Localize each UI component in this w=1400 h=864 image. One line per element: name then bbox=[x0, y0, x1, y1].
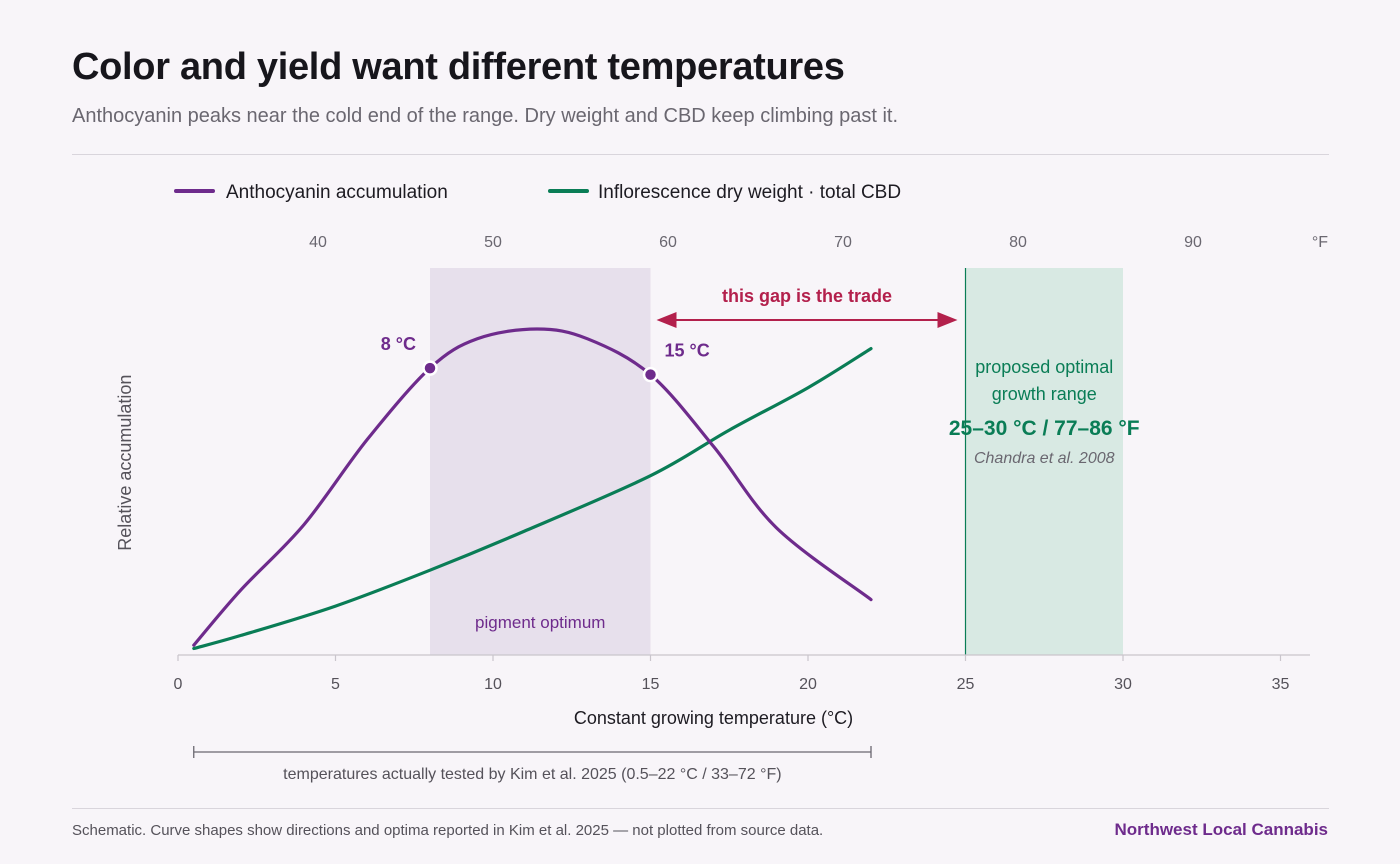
series-line-yield bbox=[192, 347, 873, 651]
growth-range-annotation: proposed optimal growth range 25–30 °C /… bbox=[949, 357, 1140, 467]
fahrenheit-tick-label: 70 bbox=[834, 234, 852, 251]
legend: Anthocyanin accumulation Inflorescence d… bbox=[174, 182, 901, 203]
chart-subtitle: Anthocyanin peaks near the cold end of t… bbox=[72, 105, 899, 127]
x-tick-label: 20 bbox=[799, 676, 817, 693]
fahrenheit-unit-label: °F bbox=[1312, 234, 1328, 251]
bottom-divider bbox=[72, 808, 1329, 809]
y-axis-label: Relative accumulation bbox=[115, 375, 135, 551]
fahrenheit-tick-label: 90 bbox=[1184, 234, 1202, 251]
growth-range-band bbox=[965, 268, 1123, 655]
footer-note: Schematic. Curve shapes show directions … bbox=[72, 822, 824, 839]
fahrenheit-tick-label: 80 bbox=[1009, 234, 1027, 251]
gap-label: this gap is the trade bbox=[722, 286, 892, 306]
fahrenheit-tick-label: 40 bbox=[309, 234, 327, 251]
pigment-optimum-band bbox=[430, 268, 651, 655]
annotation-8c: 8 °C bbox=[381, 334, 416, 354]
growth-range-value: 25–30 °C / 77–86 °F bbox=[949, 417, 1140, 440]
x-tick-label: 5 bbox=[331, 676, 340, 693]
marker-8c bbox=[422, 360, 438, 376]
x-tick-label: 10 bbox=[484, 676, 502, 693]
x-tick-label: 15 bbox=[642, 676, 660, 693]
legend-label-anthocyanin: Anthocyanin accumulation bbox=[226, 182, 448, 203]
x-tick-label: 35 bbox=[1272, 676, 1290, 693]
x-axis-ticks: 0 5 10 15 20 25 30 35 bbox=[174, 655, 1290, 693]
pigment-optimum-label: pigment optimum bbox=[475, 613, 605, 632]
tested-range-bracket: temperatures actually tested by Kim et a… bbox=[193, 746, 872, 783]
growth-range-citation: Chandra et al. 2008 bbox=[974, 450, 1115, 467]
brand-name: Northwest Local Cannabis bbox=[1114, 820, 1328, 839]
x-axis-label: Constant growing temperature (°C) bbox=[574, 708, 853, 728]
gap-annotation: this gap is the trade bbox=[656, 286, 958, 328]
legend-label-yield: Inflorescence dry weight · total CBD bbox=[598, 182, 901, 203]
gap-arrowhead-left bbox=[656, 312, 677, 328]
fahrenheit-axis-ticks: 40 50 60 70 80 90 bbox=[309, 234, 1202, 251]
x-tick-label: 30 bbox=[1114, 676, 1132, 693]
fahrenheit-tick-label: 60 bbox=[659, 234, 677, 251]
tested-range-label: temperatures actually tested by Kim et a… bbox=[283, 766, 781, 783]
x-tick-label: 0 bbox=[174, 676, 183, 693]
series-line-anthocyanin bbox=[192, 327, 873, 647]
x-tick-label: 25 bbox=[957, 676, 975, 693]
growth-range-label-line1: proposed optimal bbox=[975, 357, 1113, 377]
gap-arrowhead-right bbox=[937, 312, 958, 328]
marker-15c bbox=[642, 366, 659, 383]
chart-title: Color and yield want different temperatu… bbox=[72, 46, 845, 88]
growth-range-label-line2: growth range bbox=[992, 384, 1097, 404]
top-divider bbox=[72, 154, 1329, 155]
fahrenheit-tick-label: 50 bbox=[484, 234, 502, 251]
annotation-15c: 15 °C bbox=[665, 341, 710, 361]
